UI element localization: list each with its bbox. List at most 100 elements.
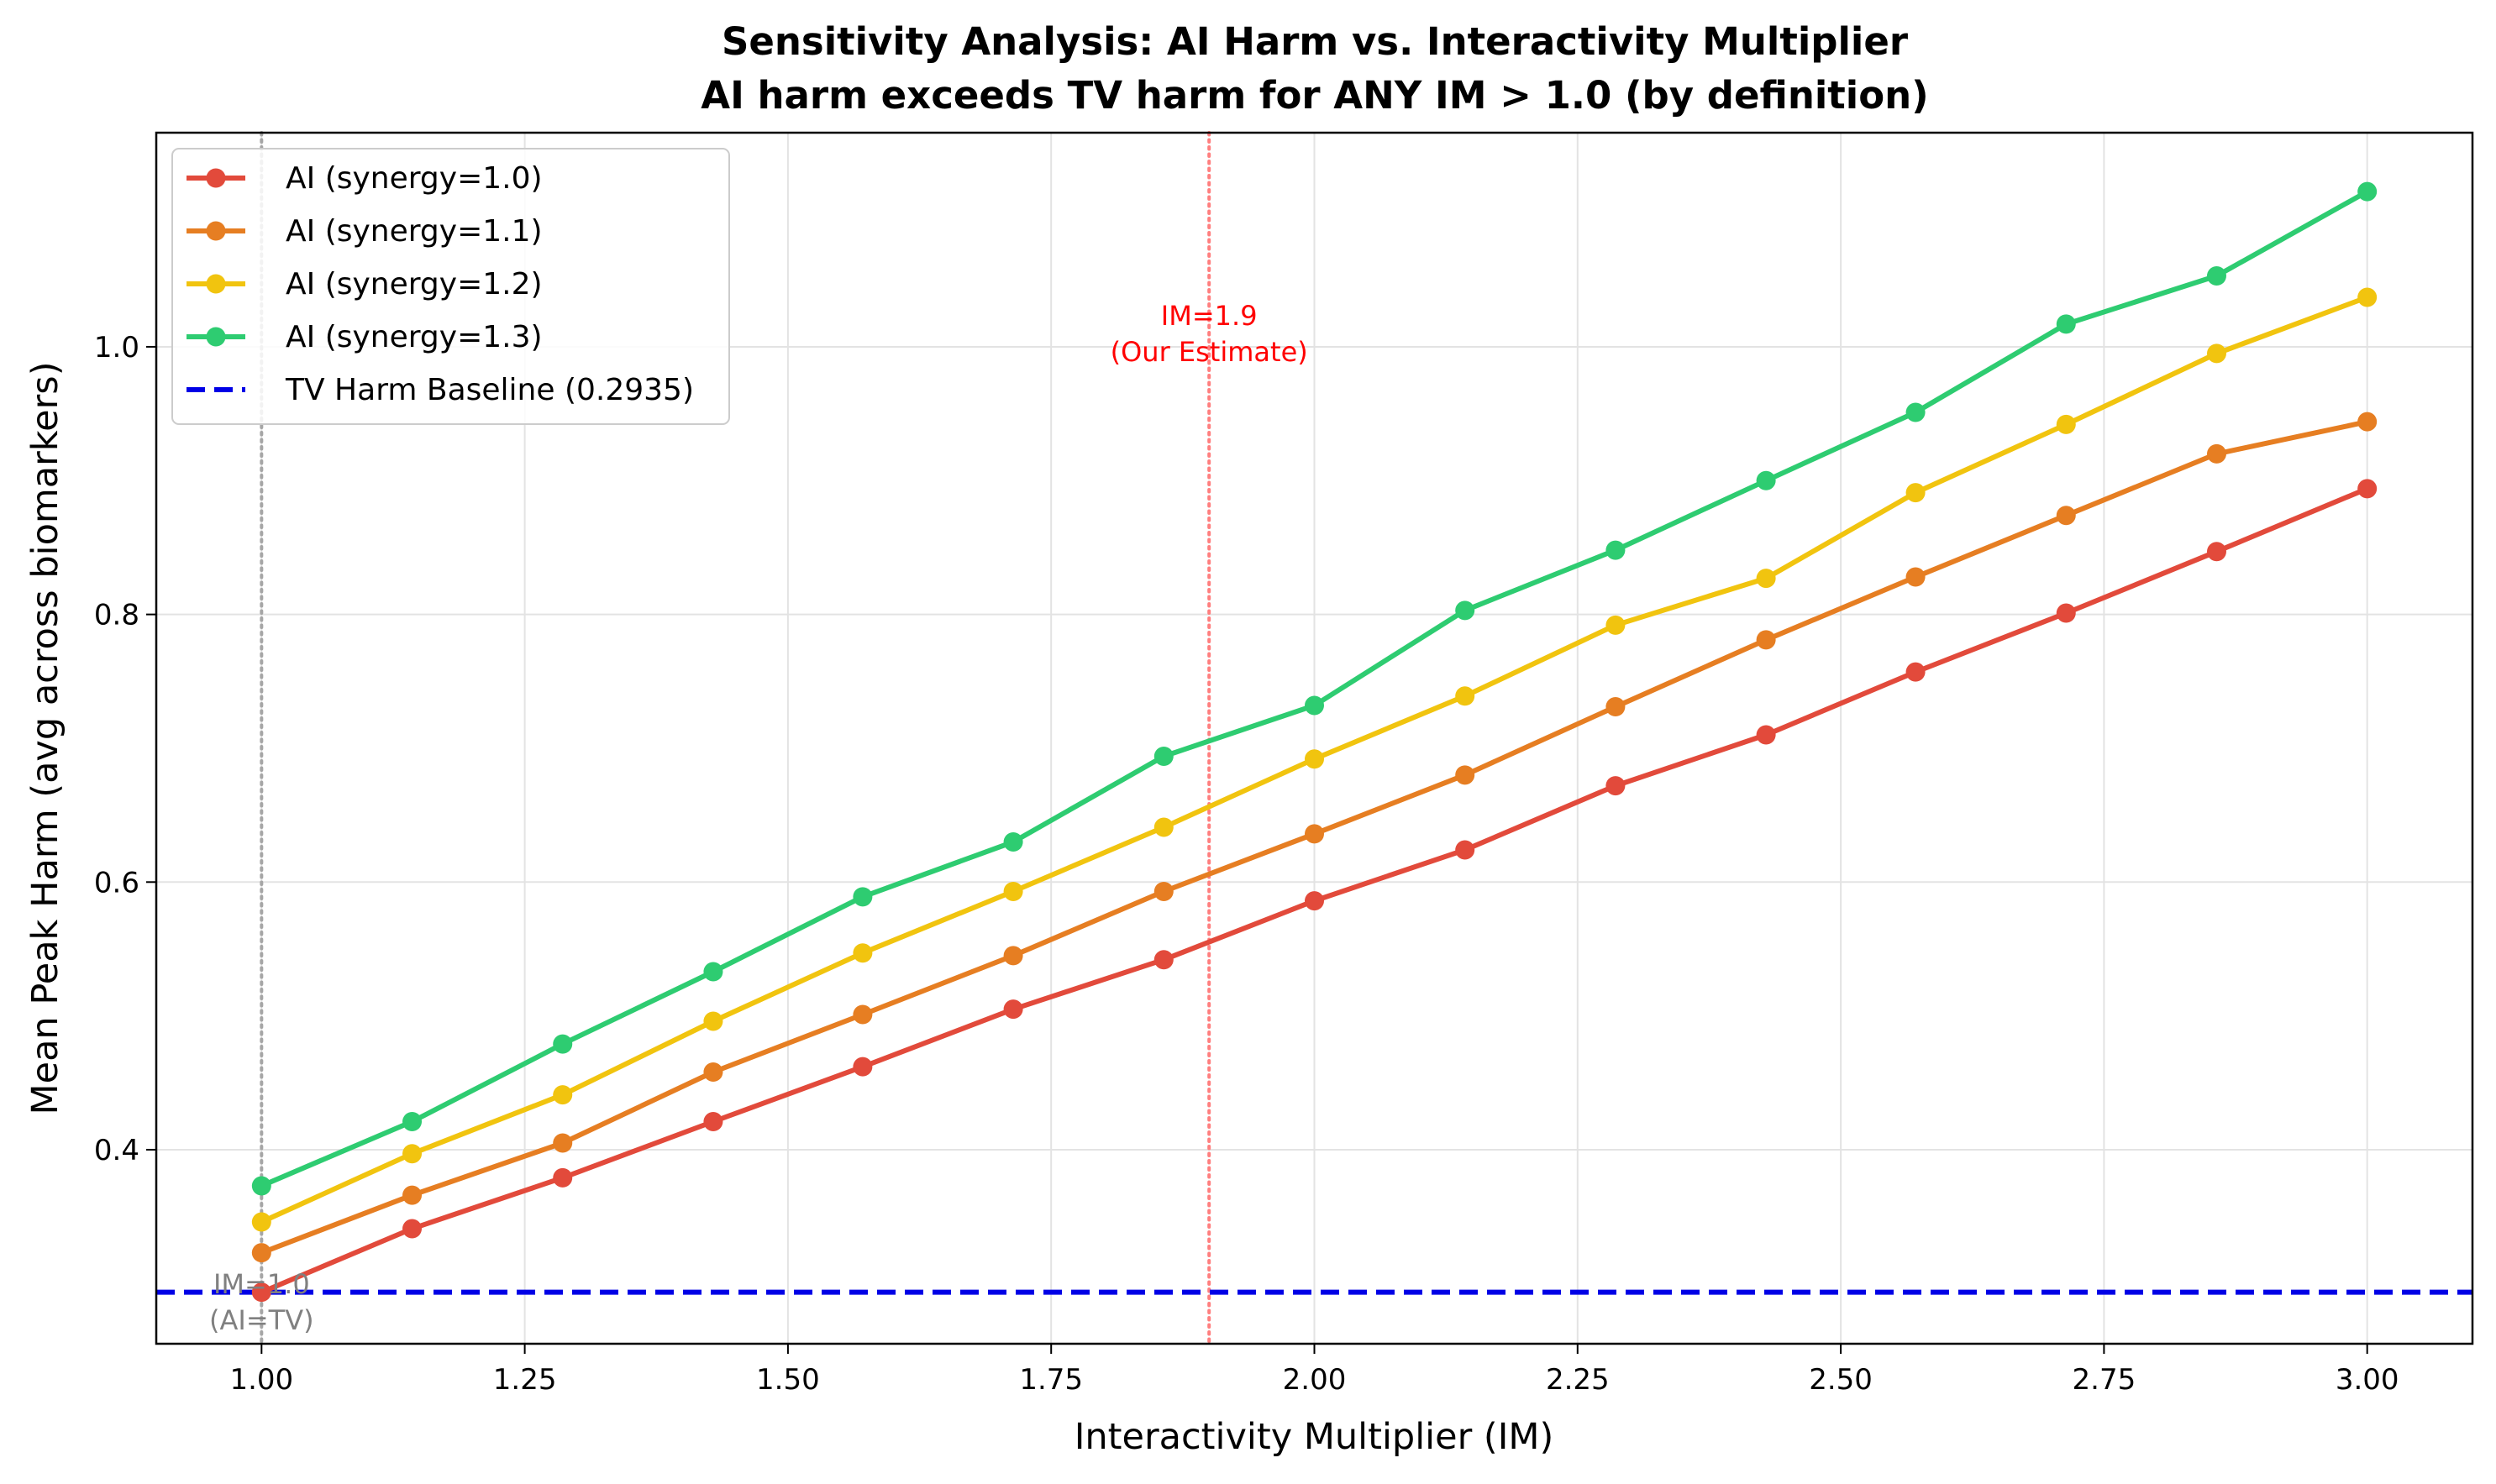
x-tick-label: 2.75: [2073, 1363, 2136, 1397]
data-point: [402, 1144, 423, 1164]
data-point: [1305, 749, 1324, 769]
x-tick-label: 2.25: [1546, 1363, 1610, 1397]
data-point: [1305, 824, 1324, 844]
im-one-label: (AI=TV): [209, 1304, 314, 1336]
data-point: [1905, 483, 1926, 503]
legend-marker: [206, 327, 226, 347]
data-point: [853, 887, 873, 907]
legend-entry-label: AI (synergy=1.2): [286, 267, 543, 302]
series-2: [251, 412, 2378, 1263]
x-tick-label: 1.25: [493, 1363, 557, 1397]
data-point: [703, 1112, 723, 1132]
data-point: [1305, 891, 1324, 911]
data-point: [1756, 630, 1776, 650]
data-point: [1153, 817, 1174, 837]
data-point: [553, 1085, 573, 1105]
data-point: [1605, 697, 1626, 717]
legend-baseline-label: TV Harm Baseline (0.2935): [285, 373, 694, 407]
data-point: [251, 1282, 271, 1303]
data-point: [1305, 695, 1324, 716]
im-estimate-label: IM=1.9: [1161, 300, 1258, 332]
x-tick-label: 1.00: [229, 1363, 293, 1397]
data-point: [1605, 615, 1626, 635]
y-tick-label: 0.6: [94, 866, 139, 899]
annotation-labels: IM=1.9 (Our Estimate) IM=1.0 (AI=TV): [209, 300, 1308, 1336]
data-point: [1455, 600, 1475, 621]
data-point: [1905, 567, 1926, 587]
y-tick-label: 0.4: [94, 1134, 139, 1167]
data-point: [703, 1062, 723, 1083]
x-tick-label: 1.75: [1019, 1363, 1083, 1397]
series-1: [251, 479, 2378, 1303]
x-axis-ticks: 1.00 1.25 1.50 1.75 2.00 2.25 2.50 2.75 3.00: [229, 1344, 2399, 1397]
legend-entry-label: AI (synergy=1.0): [286, 161, 543, 196]
data-point: [1455, 765, 1475, 785]
data-point: [251, 1176, 271, 1196]
data-point: [2206, 542, 2226, 562]
series-3: [251, 287, 2378, 1232]
data-point: [2357, 479, 2378, 499]
data-point: [2056, 314, 2076, 334]
data-point: [1605, 540, 1626, 560]
data-point: [2357, 287, 2378, 307]
data-point: [1455, 840, 1475, 860]
data-point: [1455, 686, 1475, 706]
data-point: [1756, 470, 1776, 490]
data-point: [402, 1185, 423, 1205]
data-point: [2206, 443, 2226, 464]
data-point: [703, 962, 723, 982]
data-point: [703, 1011, 723, 1031]
y-axis-ticks: 0.4 0.6 0.8 1.0: [94, 331, 156, 1167]
series-4: [251, 181, 2378, 1196]
data-point: [1605, 776, 1626, 796]
data-point: [1003, 831, 1023, 852]
x-tick-label: 2.00: [1283, 1363, 1347, 1397]
legend-entry-label: AI (synergy=1.1): [286, 214, 543, 249]
legend-marker: [206, 274, 226, 294]
legend-marker: [206, 168, 226, 188]
y-tick-label: 0.8: [94, 599, 139, 632]
data-point: [1756, 569, 1776, 589]
x-tick-label: 2.50: [1809, 1363, 1873, 1397]
data-point: [1153, 881, 1174, 901]
data-point: [402, 1219, 423, 1239]
data-point: [553, 1133, 573, 1153]
data-point: [1905, 402, 1926, 422]
im-estimate-label: (Our Estimate): [1111, 336, 1308, 368]
data-point: [2056, 414, 2076, 434]
data-point: [2357, 412, 2378, 432]
data-point: [2357, 181, 2378, 202]
data-point: [1003, 881, 1023, 901]
y-axis-label: Mean Peak Harm (avg across biomarkers): [24, 362, 66, 1115]
chart-title-line-2: AI harm exceeds TV harm for ANY IM > 1.0…: [701, 73, 1928, 118]
data-point: [1756, 725, 1776, 745]
grid: [156, 133, 2472, 1344]
data-point: [2056, 603, 2076, 623]
legend: AI (synergy=1.0) AI (synergy=1.1) AI (syne…: [171, 148, 730, 425]
data-point: [2206, 343, 2226, 364]
data-point: [1003, 946, 1023, 966]
x-tick-label: 3.00: [2336, 1363, 2399, 1397]
data-point: [853, 1057, 873, 1077]
legend-entry-label: AI (synergy=1.3): [286, 320, 543, 354]
data-point: [553, 1034, 573, 1054]
data-point: [251, 1243, 271, 1263]
data-point: [853, 943, 873, 963]
chart-title-line-1: Sensitivity Analysis: AI Harm vs. Intera…: [722, 19, 1909, 64]
legend-marker: [206, 221, 226, 241]
data-point: [1905, 662, 1926, 682]
y-tick-label: 1.0: [94, 331, 139, 364]
data-point: [1153, 747, 1174, 767]
data-point: [2056, 506, 2076, 526]
im-one-label: IM=1.0: [213, 1268, 310, 1300]
data-point: [853, 1004, 873, 1025]
data-point: [553, 1167, 573, 1188]
data-point: [1003, 999, 1023, 1020]
data-point: [2206, 265, 2226, 286]
data-point: [1153, 950, 1174, 970]
data-point: [251, 1212, 271, 1232]
x-tick-label: 1.50: [756, 1363, 820, 1397]
x-axis-label: Interactivity Multiplier (IM): [1075, 1416, 1554, 1458]
data-point: [402, 1112, 423, 1132]
